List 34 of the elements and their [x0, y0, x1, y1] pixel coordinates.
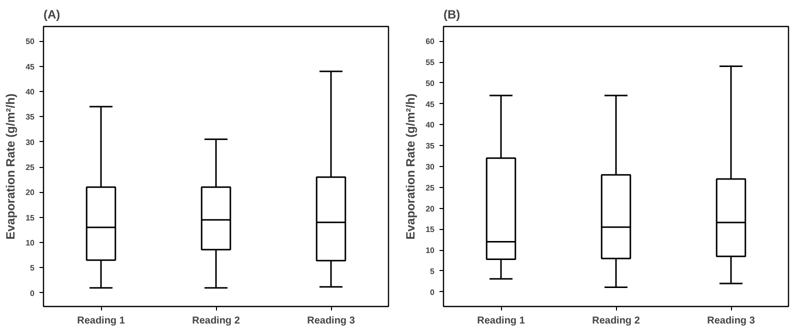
y-axis-title: Evaporation Rate (g/m²/h): [404, 93, 418, 240]
x-tick-label: Reading 2: [192, 316, 240, 326]
x-tick-label: Reading 1: [477, 316, 526, 326]
y-tick-label: 20: [426, 204, 436, 214]
y-axis-title: Evaporation Rate (g/m²/h): [4, 93, 18, 240]
y-tick-label: 5: [30, 264, 36, 273]
y-tick-label: 25: [426, 183, 436, 192]
x-tick-label: Reading 1: [77, 316, 126, 326]
x-tick-label: Reading 3: [307, 316, 356, 326]
y-tick-label: 15: [26, 213, 36, 222]
y-tick-label: 5: [430, 266, 436, 276]
y-tick-label: 60: [426, 37, 436, 46]
chart-title: (B): [444, 8, 460, 22]
y-tick-label: 55: [426, 58, 436, 68]
y-tick-label: 25: [26, 163, 36, 172]
x-tick-label: Reading 3: [707, 316, 756, 326]
y-tick-label: 45: [426, 100, 436, 109]
y-tick-label: 40: [426, 120, 436, 130]
y-tick-label: 10: [426, 246, 436, 256]
chart-title: (A): [44, 8, 60, 22]
y-tick-label: 0: [430, 288, 436, 297]
x-tick-label: Reading 2: [592, 316, 640, 326]
y-tick-label: 10: [26, 238, 36, 248]
y-tick-label: 0: [30, 288, 36, 298]
y-tick-label: 35: [26, 112, 36, 122]
y-tick-label: 45: [26, 62, 36, 72]
y-tick-label: 30: [426, 162, 436, 172]
y-tick-label: 15: [426, 225, 436, 234]
y-tick-label: 50: [426, 78, 436, 88]
y-tick-label: 50: [26, 37, 36, 46]
y-tick-label: 35: [426, 142, 436, 151]
y-tick-label: 30: [26, 138, 36, 147]
y-tick-label: 40: [26, 87, 36, 96]
y-tick-label: 20: [26, 188, 36, 198]
